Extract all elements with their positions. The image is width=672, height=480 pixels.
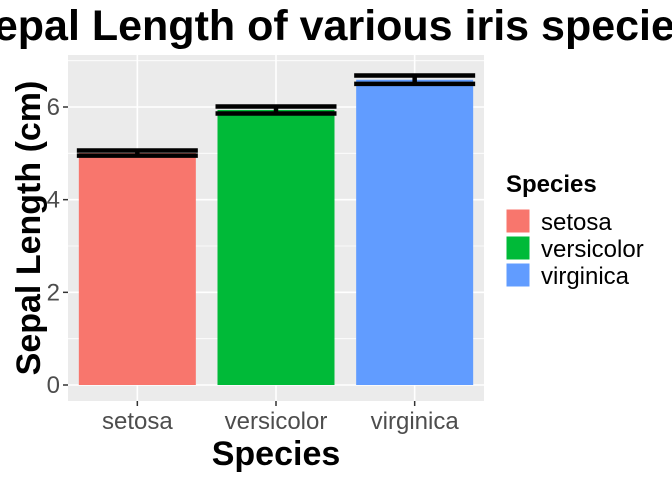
legend-key-virginica [505, 262, 531, 288]
y-axis-title: Sepal Length (cm) [10, 81, 48, 376]
legend-key-versicolor [505, 235, 531, 261]
x-tick-label-virginica: virginica [371, 408, 460, 435]
y-axis: 0 2 4 6 [47, 94, 68, 399]
y-tick-label: 2 [47, 279, 60, 306]
y-tick-label: 4 [47, 187, 60, 214]
y-tick-label: 0 [47, 372, 60, 399]
chart-title: Sepal Length of various iris species [0, 2, 672, 50]
x-axis: setosa versicolor virginica [102, 401, 459, 435]
bar-setosa [78, 153, 196, 385]
y-tick-label: 6 [47, 94, 60, 121]
x-tick-label-versicolor: versicolor [225, 408, 328, 435]
bar-versicolor [217, 109, 335, 385]
legend-label-virginica: virginica [541, 263, 630, 290]
legend-label-setosa: setosa [541, 209, 612, 236]
legend-title: Species [506, 171, 597, 198]
legend-key-setosa [505, 208, 531, 234]
legend-label-versicolor: versicolor [541, 236, 644, 263]
x-axis-title: Species [212, 435, 341, 473]
bars [78, 79, 474, 386]
error-bars [76, 73, 476, 158]
bar-virginica [356, 79, 474, 386]
x-tick-label-setosa: setosa [102, 408, 173, 435]
